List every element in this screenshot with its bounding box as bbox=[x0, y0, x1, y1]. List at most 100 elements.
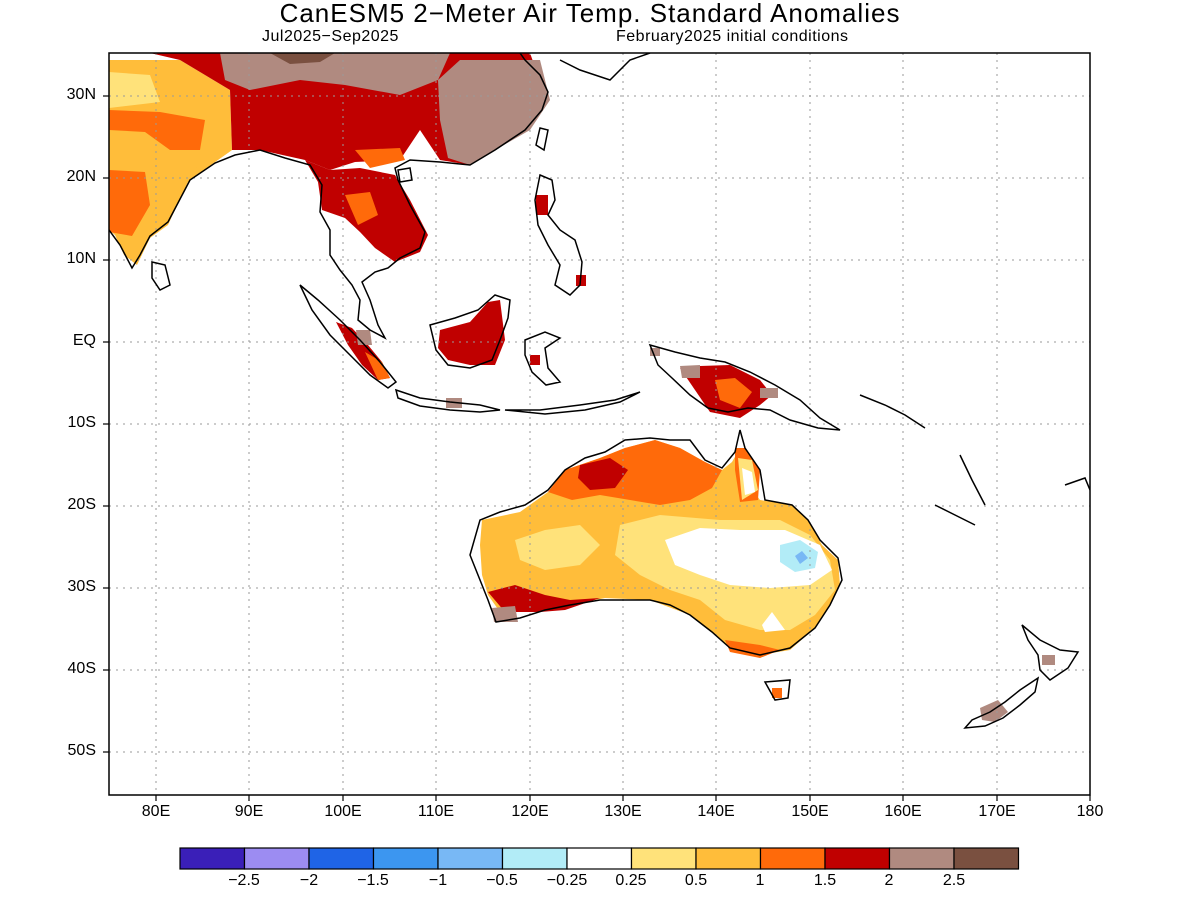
lat-label: EQ bbox=[72, 332, 96, 349]
lat-label: 30S bbox=[67, 578, 96, 595]
colorbar-label: −0.25 bbox=[546, 872, 588, 889]
south-china-anomaly bbox=[355, 148, 405, 168]
colorbar-label: −1 bbox=[428, 872, 448, 889]
anomaly-shading bbox=[109, 53, 1055, 722]
sumatra-orange-anomaly bbox=[365, 352, 390, 380]
colorbar-label: 0.25 bbox=[615, 872, 647, 889]
colorbar-swatch bbox=[888, 847, 955, 870]
new-guinea-brown-anomaly bbox=[680, 365, 700, 378]
colorbar-swatch bbox=[630, 847, 697, 870]
lat-label: 50S bbox=[67, 742, 96, 759]
lon-label: 180 bbox=[1076, 803, 1104, 820]
new-guinea-orange-anomaly bbox=[715, 378, 752, 408]
colorbar-swatch bbox=[179, 847, 246, 870]
colorbar-label: 2 bbox=[884, 872, 894, 889]
australia-north-anomaly bbox=[548, 440, 722, 505]
philippines-anomaly bbox=[536, 195, 548, 215]
lat-label: 30N bbox=[66, 86, 96, 103]
sri-lanka-coastline bbox=[151, 261, 171, 291]
graticule bbox=[109, 53, 1090, 795]
japan-coastline bbox=[559, 53, 651, 81]
lon-label: 120E bbox=[511, 803, 549, 820]
lon-label: 80E bbox=[141, 803, 171, 820]
vanuatu-coastline bbox=[959, 454, 986, 506]
colorbar-label: −0.5 bbox=[486, 872, 518, 889]
colorbar-swatch bbox=[695, 847, 762, 870]
colorbar-swatch bbox=[953, 847, 1020, 870]
sumatra-coastline bbox=[299, 284, 398, 389]
colorbar-label: 1 bbox=[755, 872, 765, 889]
lon-label: 140E bbox=[697, 803, 735, 820]
new-caledonia-coastline bbox=[934, 504, 976, 526]
india-north-anomaly bbox=[109, 110, 205, 150]
australia-coastline bbox=[469, 429, 843, 656]
colorbar-swatch bbox=[437, 847, 504, 870]
new-guinea-east-anomaly bbox=[760, 388, 778, 398]
pakistan-anomaly bbox=[109, 72, 160, 108]
tasmania-coastline bbox=[763, 679, 791, 701]
lesser-sunda-coastline bbox=[504, 391, 641, 415]
colorbar-swatch bbox=[824, 847, 891, 870]
initial-conditions: February2025 initial conditions bbox=[616, 28, 849, 45]
india-west-anomaly bbox=[109, 170, 150, 236]
fiji-coastline bbox=[1064, 477, 1090, 491]
lat-label: 20S bbox=[67, 496, 96, 513]
lon-label: 170E bbox=[978, 803, 1016, 820]
forecast-period: Jul2025−Sep2025 bbox=[262, 28, 399, 45]
kimberley-anomaly bbox=[578, 458, 628, 490]
australia-south-white-spot bbox=[762, 612, 785, 632]
java-coastline bbox=[394, 388, 501, 413]
colorbar-label: −2.5 bbox=[228, 872, 260, 889]
colorbar-swatch bbox=[759, 847, 826, 870]
lon-label: 100E bbox=[324, 803, 362, 820]
lat-label: 20N bbox=[66, 168, 96, 185]
east-china-anomaly bbox=[438, 60, 550, 165]
axis-ticks bbox=[103, 95, 1091, 801]
colorbar-swatch bbox=[372, 847, 439, 870]
nz-north-coastline bbox=[1021, 624, 1080, 681]
australia-east-blue-core bbox=[795, 551, 808, 564]
malaysia-anomaly bbox=[356, 330, 372, 345]
colorbar-label: −1.5 bbox=[357, 872, 389, 889]
lon-label: 150E bbox=[791, 803, 829, 820]
colorbar-swatch bbox=[243, 847, 310, 870]
colorbar-label: 1.5 bbox=[813, 872, 837, 889]
colorbar-label: −2 bbox=[299, 872, 319, 889]
colorbar-label: 2.5 bbox=[942, 872, 966, 889]
philippines-coastline bbox=[534, 173, 583, 296]
lat-label: 40S bbox=[67, 660, 96, 677]
solomon-coastline bbox=[859, 394, 926, 429]
taiwan-coastline bbox=[535, 127, 549, 152]
tibet-brown-anomaly bbox=[220, 53, 450, 95]
tasmania-anomaly bbox=[772, 688, 782, 698]
lat-label: 10S bbox=[67, 414, 96, 431]
asia-coastline bbox=[109, 53, 549, 340]
nz-south-coastline bbox=[963, 676, 1040, 729]
lat-label: 10N bbox=[66, 250, 96, 267]
sulawesi-anomaly bbox=[530, 355, 540, 365]
india-se-anomaly bbox=[190, 150, 232, 168]
borneo-anomaly bbox=[438, 300, 505, 365]
lon-label: 160E bbox=[884, 803, 922, 820]
tibet-dark-anomaly bbox=[270, 53, 335, 64]
lon-label: 110E bbox=[417, 803, 455, 820]
australia-southwest-brown bbox=[492, 606, 518, 622]
lon-label: 90E bbox=[234, 803, 264, 820]
sulawesi-coastline bbox=[524, 331, 562, 386]
colorbar-swatch bbox=[308, 847, 375, 870]
colorbar-swatch bbox=[501, 847, 568, 870]
lon-label: 130E bbox=[604, 803, 642, 820]
nz-north-anomaly bbox=[1042, 655, 1055, 665]
new-guinea-coastline bbox=[648, 343, 841, 431]
colorbar-swatch bbox=[566, 847, 633, 870]
australia-west-yellow-anomaly bbox=[515, 525, 600, 570]
hainan-coastline bbox=[397, 167, 413, 183]
map-title: CanESM5 2−Meter Air Temp. Standard Anoma… bbox=[279, 0, 901, 28]
colorbar-label: 0.5 bbox=[684, 872, 708, 889]
coastlines bbox=[109, 53, 1090, 729]
thailand-anomaly bbox=[345, 192, 378, 225]
colorbar bbox=[179, 847, 1020, 870]
borneo-coastline bbox=[429, 294, 511, 369]
cape-york-white-anomaly bbox=[742, 468, 755, 495]
